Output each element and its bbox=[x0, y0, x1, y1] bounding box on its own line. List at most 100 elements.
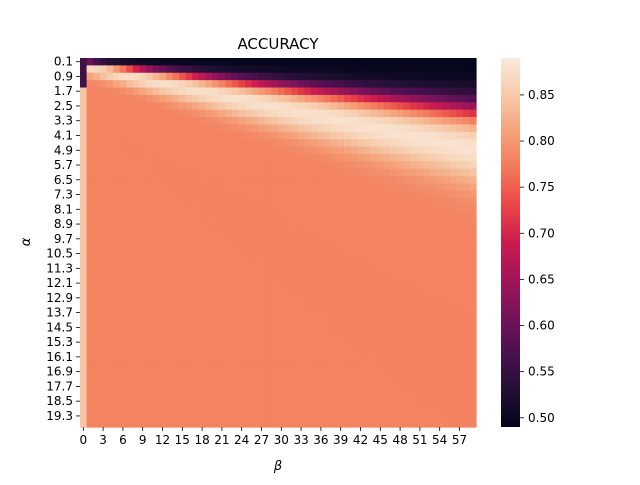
heatmap-cell bbox=[469, 80, 477, 89]
heatmap-cell bbox=[403, 279, 411, 288]
heatmap-cell bbox=[139, 390, 147, 399]
heatmap-cell bbox=[146, 190, 154, 199]
heatmap-cell bbox=[324, 124, 332, 133]
heatmap-cell bbox=[113, 257, 121, 266]
heatmap-cell bbox=[423, 124, 431, 133]
heatmap-cell bbox=[284, 360, 292, 369]
heatmap-cell bbox=[363, 242, 371, 251]
heatmap-cell bbox=[146, 419, 154, 428]
heatmap-cell bbox=[429, 353, 437, 362]
heatmap-cell bbox=[99, 338, 107, 347]
heatmap-cell bbox=[416, 235, 424, 244]
heatmap-cell bbox=[377, 338, 385, 347]
heatmap-cell bbox=[238, 220, 246, 229]
heatmap-cell bbox=[172, 190, 180, 199]
heatmap-cell bbox=[278, 124, 286, 133]
heatmap-cell bbox=[456, 80, 464, 89]
heatmap-cell bbox=[238, 161, 246, 170]
heatmap-cell bbox=[363, 382, 371, 391]
heatmap-cell bbox=[423, 272, 431, 280]
heatmap-cell bbox=[350, 397, 358, 406]
heatmap-cell bbox=[344, 397, 352, 406]
heatmap-cell bbox=[416, 353, 424, 362]
heatmap-cell bbox=[179, 345, 187, 354]
heatmap-cell bbox=[278, 338, 286, 347]
heatmap-cell bbox=[238, 94, 246, 103]
heatmap-cell bbox=[251, 102, 259, 111]
heatmap-cell bbox=[139, 331, 147, 340]
heatmap-cell bbox=[126, 272, 134, 280]
heatmap-cell bbox=[218, 375, 226, 384]
heatmap-cell bbox=[469, 316, 477, 325]
heatmap-cell bbox=[179, 249, 187, 258]
heatmap-cell bbox=[205, 124, 213, 133]
heatmap-cell bbox=[363, 272, 371, 280]
heatmap-cell bbox=[258, 124, 266, 133]
heatmap-cell bbox=[146, 176, 154, 185]
heatmap-cell bbox=[198, 124, 206, 133]
heatmap-cell bbox=[403, 390, 411, 399]
heatmap-cell bbox=[344, 102, 352, 111]
heatmap-cell bbox=[231, 117, 239, 126]
heatmap-cell bbox=[443, 220, 451, 229]
heatmap-cell bbox=[146, 308, 154, 317]
heatmap-cell bbox=[238, 139, 246, 148]
heatmap-cell bbox=[205, 176, 213, 185]
heatmap-cell bbox=[139, 308, 147, 317]
heatmap-cell bbox=[238, 117, 246, 126]
heatmap-cell bbox=[86, 404, 94, 413]
heatmap-cell bbox=[462, 353, 470, 362]
heatmap-cell bbox=[436, 345, 444, 354]
heatmap-cell bbox=[390, 102, 398, 111]
heatmap-cell bbox=[297, 375, 305, 384]
heatmap-cell bbox=[86, 235, 94, 244]
heatmap-cell bbox=[462, 58, 470, 66]
heatmap-cell bbox=[469, 412, 477, 421]
heatmap-cell bbox=[396, 264, 404, 273]
heatmap-cell bbox=[469, 102, 477, 111]
heatmap-cell bbox=[284, 279, 292, 288]
heatmap-cell bbox=[165, 124, 173, 133]
heatmap-cell bbox=[410, 390, 418, 399]
heatmap-cell bbox=[165, 360, 173, 369]
heatmap-cell bbox=[119, 109, 127, 118]
heatmap-cell bbox=[198, 397, 206, 406]
heatmap-cell bbox=[297, 65, 305, 74]
heatmap-cell bbox=[278, 286, 286, 295]
heatmap-cell bbox=[185, 331, 193, 340]
heatmap-cell bbox=[344, 249, 352, 258]
heatmap-cell bbox=[462, 404, 470, 413]
heatmap-cell bbox=[86, 338, 94, 347]
heatmap-cell bbox=[324, 242, 332, 251]
heatmap-cell bbox=[179, 58, 187, 66]
heatmap-cell bbox=[126, 205, 134, 214]
heatmap-cell bbox=[152, 227, 160, 236]
heatmap-cell bbox=[403, 412, 411, 421]
heatmap-cell bbox=[99, 264, 107, 273]
heatmap-cell bbox=[350, 257, 358, 266]
heatmap-cell bbox=[390, 139, 398, 148]
heatmap-cell bbox=[317, 153, 325, 162]
heatmap-cell bbox=[185, 176, 193, 185]
heatmap-cell bbox=[225, 87, 233, 96]
heatmap-cell bbox=[297, 249, 305, 258]
heatmap-cell bbox=[185, 205, 193, 214]
heatmap-cell bbox=[291, 94, 299, 103]
heatmap-cell bbox=[337, 257, 345, 266]
heatmap-cell bbox=[456, 301, 464, 310]
heatmap-cell bbox=[152, 124, 160, 133]
heatmap-cell bbox=[192, 168, 200, 177]
heatmap-cell bbox=[344, 161, 352, 170]
heatmap-cell bbox=[403, 102, 411, 111]
heatmap-cell bbox=[357, 419, 365, 428]
heatmap-cell bbox=[456, 58, 464, 66]
heatmap-cell bbox=[271, 109, 279, 118]
heatmap-cell bbox=[311, 294, 319, 303]
heatmap-cell bbox=[225, 390, 233, 399]
heatmap-cell bbox=[297, 235, 305, 244]
heatmap-cell bbox=[80, 235, 88, 244]
heatmap-cell bbox=[113, 153, 121, 162]
heatmap-cell bbox=[423, 139, 431, 148]
heatmap-cell bbox=[251, 58, 259, 66]
heatmap-cell bbox=[383, 323, 391, 332]
